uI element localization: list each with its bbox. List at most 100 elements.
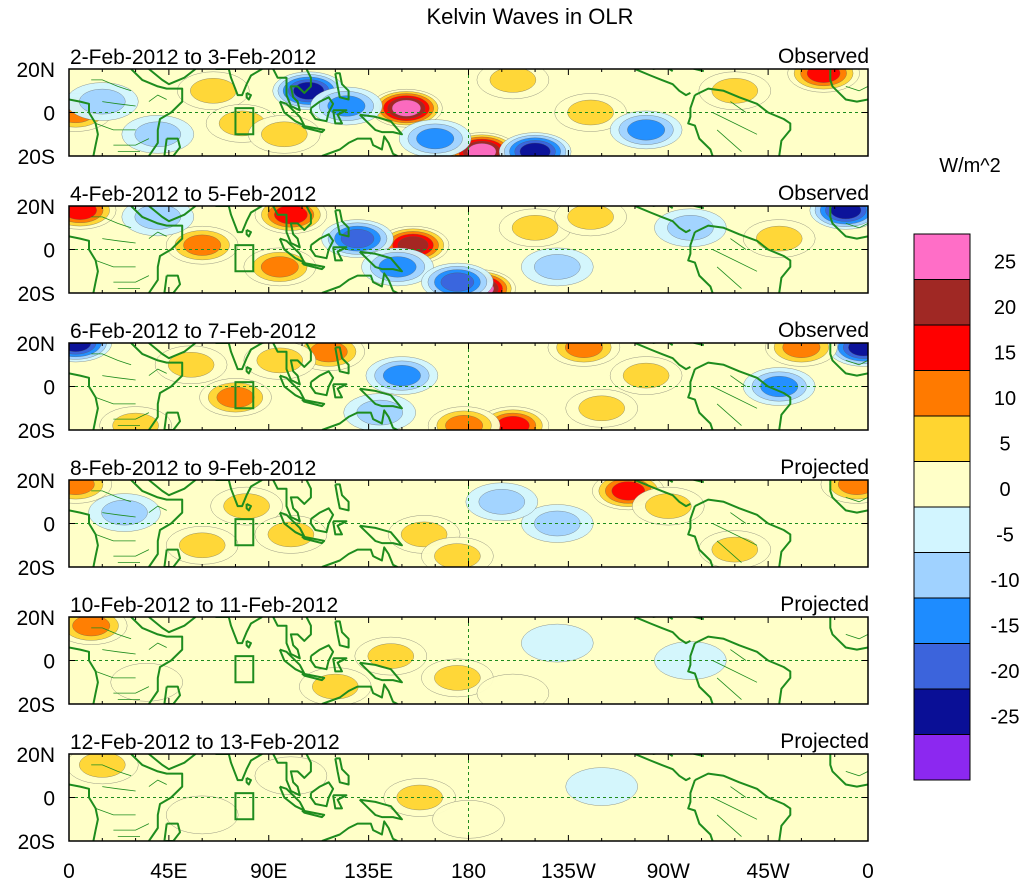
x-tick-label: 135E — [344, 860, 393, 883]
anomaly-contour — [782, 343, 821, 358]
country-border — [102, 238, 136, 244]
country-border — [148, 94, 167, 102]
coastline — [163, 685, 181, 704]
coastline — [272, 343, 312, 386]
coastline — [69, 646, 99, 704]
coastline — [691, 69, 705, 73]
country-border — [113, 823, 150, 831]
reference-box — [234, 244, 255, 273]
coastline — [215, 69, 263, 97]
anomaly-contour — [756, 225, 803, 252]
coastline — [321, 135, 398, 156]
coastline — [301, 672, 326, 682]
anomaly-contour — [567, 206, 614, 230]
coastline — [301, 809, 326, 819]
coastline — [694, 772, 792, 841]
country-border — [95, 534, 136, 542]
coastline — [687, 505, 714, 567]
coastline — [69, 509, 99, 567]
country-border — [716, 677, 742, 700]
anomaly-contour — [478, 489, 525, 515]
panel-6: 20N 0 20S 12-Feb-2012 to 13-Feb-2012 Project… — [16, 730, 869, 854]
coastline — [634, 343, 691, 371]
anomaly-contour — [848, 343, 868, 357]
country-border — [113, 412, 150, 420]
coastline — [215, 617, 263, 645]
panel-date-range: 10-Feb-2012 to 11-Feb-2012 — [70, 594, 338, 617]
coastline — [691, 617, 705, 621]
panel-date-range: 2-Feb-2012 to 3-Feb-2012 — [70, 46, 316, 69]
anomaly-contour — [627, 119, 665, 141]
coastline — [694, 635, 792, 704]
country-border — [95, 671, 136, 679]
coastline — [130, 754, 184, 841]
coastline — [634, 617, 691, 645]
anomaly-contour — [838, 480, 868, 495]
x-tick-label: 180 — [451, 860, 486, 883]
country-border — [91, 216, 132, 229]
anomaly-contour — [167, 352, 215, 378]
country-border — [712, 112, 758, 135]
coastline — [359, 798, 403, 821]
country-border — [91, 353, 132, 366]
coastline — [334, 620, 350, 649]
country-border — [845, 223, 868, 229]
coastline — [245, 640, 252, 649]
reference-box — [234, 107, 255, 136]
anomaly-contour — [267, 521, 315, 548]
anomaly-contour — [293, 82, 325, 100]
y-tick-label: 20N — [16, 607, 55, 630]
anomaly-contour — [806, 69, 841, 83]
country-border — [730, 649, 747, 661]
coastline — [332, 246, 348, 262]
country-border — [91, 627, 132, 640]
colorbar-swatch — [913, 461, 971, 508]
colorbar-tick-label: 5 — [999, 434, 1010, 456]
panel-1: 20N 0 20S 2-Feb-2012 to 3-Feb-2012 Observed — [16, 45, 869, 169]
country-border — [712, 249, 758, 272]
anomaly-contour — [110, 663, 183, 702]
colorbar-tick-label: -20 — [991, 661, 1020, 683]
panel-plot-area — [69, 617, 868, 704]
colorbar-tick-label: -25 — [991, 707, 1020, 729]
country-border — [91, 79, 132, 92]
country-border — [95, 123, 136, 131]
y-tick-label: 20S — [18, 420, 55, 443]
y-tick-label: 20N — [16, 744, 55, 767]
coastline — [272, 617, 312, 660]
panel-status: Observed — [778, 319, 869, 342]
anomaly-contour — [521, 623, 594, 663]
anomaly-contour — [667, 215, 714, 241]
coastline — [334, 72, 350, 101]
y-tick-label: 20N — [16, 470, 55, 493]
x-tick-label: 0 — [63, 860, 75, 883]
colorbar-tick-label: 25 — [994, 252, 1016, 274]
anomaly-contour — [489, 69, 537, 93]
colorbar-swatch — [913, 506, 971, 553]
anomaly-contour — [622, 362, 670, 389]
coastline — [359, 250, 403, 273]
colorbar-swatch — [913, 597, 971, 644]
country-border — [102, 786, 136, 792]
anomaly-contour — [434, 543, 481, 567]
y-tick-label: 0 — [43, 103, 55, 126]
y-tick-label: 20S — [18, 557, 55, 580]
country-border — [845, 634, 868, 640]
coastline — [829, 343, 868, 377]
panel-3: 20N 0 20S 6-Feb-2012 to 7-Feb-2012 Observed — [16, 319, 869, 443]
coastline — [69, 235, 99, 293]
coastline — [691, 206, 705, 210]
country-border — [845, 771, 868, 777]
coastline — [245, 229, 252, 238]
anomaly-contour — [711, 536, 758, 563]
colorbar-swatch — [913, 233, 971, 280]
country-border — [95, 808, 136, 816]
anomaly-contour — [69, 480, 95, 495]
coastline — [163, 274, 181, 293]
coastline — [332, 794, 348, 810]
anomaly-contour — [69, 343, 92, 352]
country-border — [91, 490, 132, 503]
coastline — [829, 206, 868, 240]
coastline — [332, 520, 348, 536]
country-border — [845, 360, 868, 366]
